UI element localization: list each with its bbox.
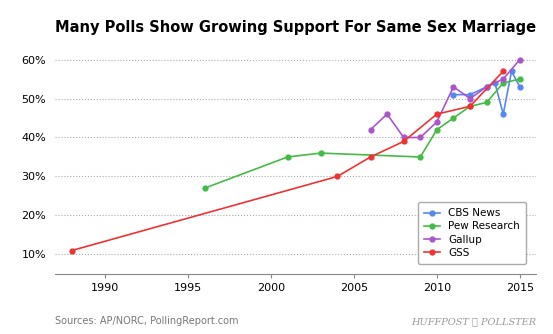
Gallup [483, 85, 490, 89]
Pew Research [284, 155, 291, 159]
Title: Many Polls Show Growing Support For Same Sex Marriage: Many Polls Show Growing Support For Same… [55, 20, 536, 35]
Line: CBS News: CBS News [451, 69, 522, 117]
Line: GSS: GSS [70, 69, 505, 253]
GSS [367, 155, 374, 159]
GSS [69, 248, 75, 253]
CBS News [450, 93, 457, 97]
Line: Gallup: Gallup [368, 57, 522, 140]
Gallup [500, 77, 507, 81]
Gallup [384, 112, 390, 116]
Text: Sources: AP/NORC, PollingReport.com: Sources: AP/NORC, PollingReport.com [55, 316, 239, 326]
Pew Research [450, 116, 457, 120]
Gallup [417, 136, 424, 140]
Text: HUFFPOST ✶ POLLSTER: HUFFPOST ✶ POLLSTER [411, 317, 536, 326]
Pew Research [517, 77, 523, 81]
Gallup [517, 57, 523, 61]
CBS News [517, 85, 523, 89]
Gallup [400, 136, 407, 140]
CBS News [500, 112, 507, 116]
GSS [500, 69, 507, 73]
CBS News [492, 81, 498, 85]
GSS [434, 112, 440, 116]
Pew Research [417, 155, 424, 159]
Gallup [467, 97, 473, 101]
Gallup [450, 85, 457, 89]
GSS [467, 104, 473, 108]
CBS News [483, 85, 490, 89]
CBS News [508, 69, 515, 73]
Legend: CBS News, Pew Research, Gallup, GSS: CBS News, Pew Research, Gallup, GSS [418, 202, 526, 264]
GSS [334, 174, 341, 178]
Pew Research [434, 128, 440, 132]
Pew Research [317, 151, 324, 155]
Pew Research [483, 101, 490, 105]
Gallup [367, 128, 374, 132]
Line: Pew Research: Pew Research [202, 76, 522, 191]
CBS News [467, 93, 473, 97]
Pew Research [467, 104, 473, 108]
GSS [400, 139, 407, 143]
Gallup [434, 120, 440, 124]
Pew Research [500, 81, 507, 85]
Pew Research [201, 186, 208, 190]
